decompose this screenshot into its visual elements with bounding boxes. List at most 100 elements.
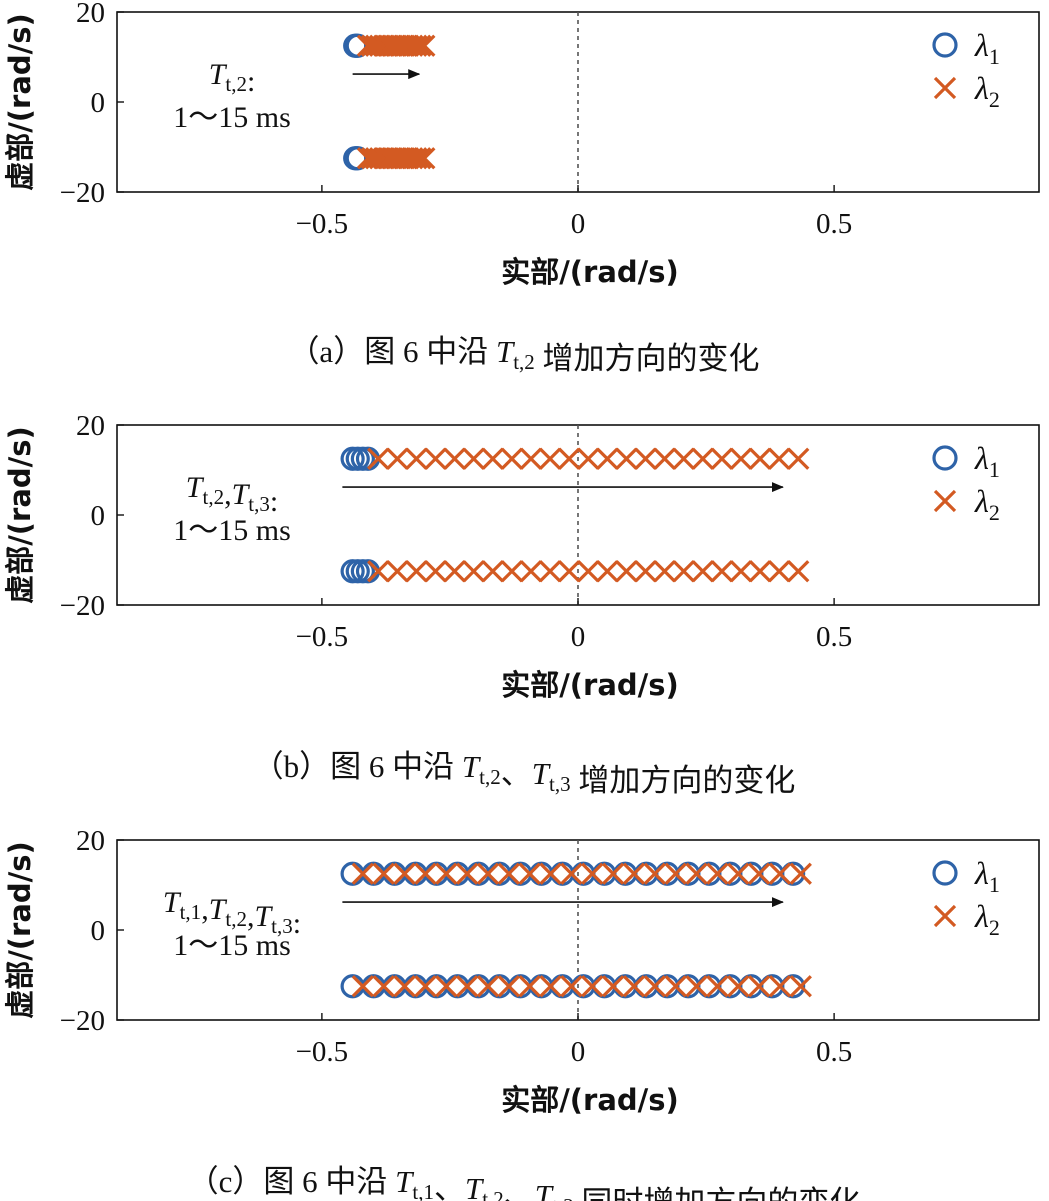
x-tick-label: 0: [571, 621, 586, 653]
caption-subscript: t,2: [513, 350, 535, 374]
lambda2-point: [500, 447, 524, 470]
caption-subscript: t,2: [479, 765, 501, 789]
lambda2-point: [685, 975, 708, 998]
y-tick-label: −20: [60, 590, 105, 622]
lambda2-point: [691, 560, 714, 583]
lambda2-point: [443, 447, 466, 470]
legend-lambda1-label: λ1: [974, 440, 1000, 482]
caption-var: T: [465, 1171, 485, 1201]
caption-var: T: [496, 334, 516, 369]
caption-suffix: 同时增加方向的变化: [574, 1185, 861, 1201]
caption-suffix: 增加方向的变化: [571, 763, 796, 798]
lambda2-point: [405, 147, 428, 170]
lambda2-point: [386, 447, 409, 470]
legend-symbol: λ: [974, 855, 989, 891]
annotation-var: T: [209, 58, 228, 91]
series-lambda2: [351, 862, 812, 998]
lambda2-point: [643, 862, 666, 885]
lambda2-point: [747, 862, 771, 885]
caption-subscript: t,3: [549, 772, 571, 796]
lambda2-point: [581, 862, 604, 885]
legend-lambda2-label: λ2: [974, 898, 1000, 940]
y-tick-label: 20: [76, 825, 105, 857]
series-lambda2: [356, 34, 436, 170]
series-lambda1: [340, 861, 806, 999]
lambda2-point: [539, 862, 562, 885]
x-tick-label: 0.5: [816, 1036, 852, 1068]
legend-subscript: 2: [989, 915, 1000, 940]
annotation-range: 1～15 ms: [173, 514, 291, 547]
lambda2-point: [424, 447, 447, 470]
lambda1-point: [382, 861, 407, 886]
y-tick-label: 20: [76, 0, 105, 29]
annotation-subscript: t,2: [225, 72, 247, 96]
legend-lambda2-marker: [933, 489, 957, 513]
lambda2-point: [596, 447, 619, 470]
series-lambda2: [367, 447, 810, 583]
caption-var: T: [462, 749, 482, 784]
annotation-colon: :: [270, 485, 278, 518]
lambda1-point: [361, 974, 386, 999]
lambda2-point: [405, 447, 428, 470]
lambda1-point: [403, 974, 428, 999]
annotation-subscript: t,2: [225, 907, 247, 931]
annotation-colon: :: [247, 65, 255, 98]
x-tick-label: −0.5: [296, 1036, 349, 1068]
caption-separator: 、: [504, 1178, 535, 1201]
annotation-subscript: t,2: [202, 485, 224, 509]
y-tick-label: 20: [76, 410, 105, 442]
y-tick-label: 0: [91, 87, 106, 119]
legend-subscript: 1: [989, 872, 1000, 897]
legend-subscript: 2: [989, 87, 1000, 112]
series-lambda1: [340, 446, 381, 584]
lambda2-point: [601, 862, 625, 885]
lambda1-point: [340, 974, 365, 999]
lambda2-point: [787, 560, 810, 583]
legend-lambda1-label: λ1: [974, 27, 1000, 69]
lambda2-point: [768, 975, 792, 998]
x-tick-label: 0.5: [816, 621, 852, 653]
lambda2-point: [558, 560, 581, 583]
lambda2-point: [519, 560, 543, 583]
x-tick-label: 0: [571, 208, 586, 240]
panel-caption: （a）图 6 中沿 Tt,2 增加方向的变化: [288, 334, 759, 376]
y-tick-label: −20: [60, 1005, 105, 1037]
lambda2-point: [710, 447, 734, 470]
legend-lambda1-marker: [932, 445, 958, 471]
lambda2-point: [456, 862, 479, 885]
annotation-var: T: [209, 893, 228, 926]
lambda2-point: [768, 447, 791, 470]
annotation-var: T: [163, 886, 182, 919]
lambda1-point: [424, 974, 449, 999]
lambda2-point: [414, 862, 437, 885]
panel-caption: （b）图 6 中沿 Tt,2、Tt,3 增加方向的变化: [253, 749, 796, 798]
legend-lambda1-marker: [932, 32, 958, 58]
caption-var: T: [535, 1178, 555, 1201]
lambda2-point: [596, 560, 619, 583]
lambda2-point: [748, 447, 772, 470]
lambda2-point: [519, 447, 543, 470]
lambda2-point: [560, 862, 583, 885]
lambda2-point: [727, 975, 750, 998]
annotation-comma: ,: [224, 478, 232, 511]
y-tick-label: 0: [91, 500, 106, 532]
annotation-subscript: t,3: [248, 492, 270, 516]
x-tick-label: −0.5: [296, 208, 349, 240]
lambda2-point: [789, 975, 812, 998]
legend-symbol: λ: [974, 27, 989, 63]
x-axis-label: 实部/(rad/s): [501, 668, 679, 702]
annotation-comma: ,: [247, 900, 255, 933]
lambda2-point: [653, 560, 676, 583]
lambda2-point: [706, 975, 729, 998]
legend-subscript: 2: [989, 500, 1000, 525]
annotation-subscript: t,3: [271, 914, 293, 938]
legend-lambda1-marker: [932, 860, 958, 886]
legend-subscript: 1: [989, 457, 1000, 482]
lambda2-point: [729, 447, 753, 470]
annotation-var: T: [232, 478, 251, 511]
lambda2-point: [386, 560, 409, 583]
y-axis-label: 虚部/(rad/s): [3, 426, 37, 604]
lambda2-point: [481, 447, 504, 470]
